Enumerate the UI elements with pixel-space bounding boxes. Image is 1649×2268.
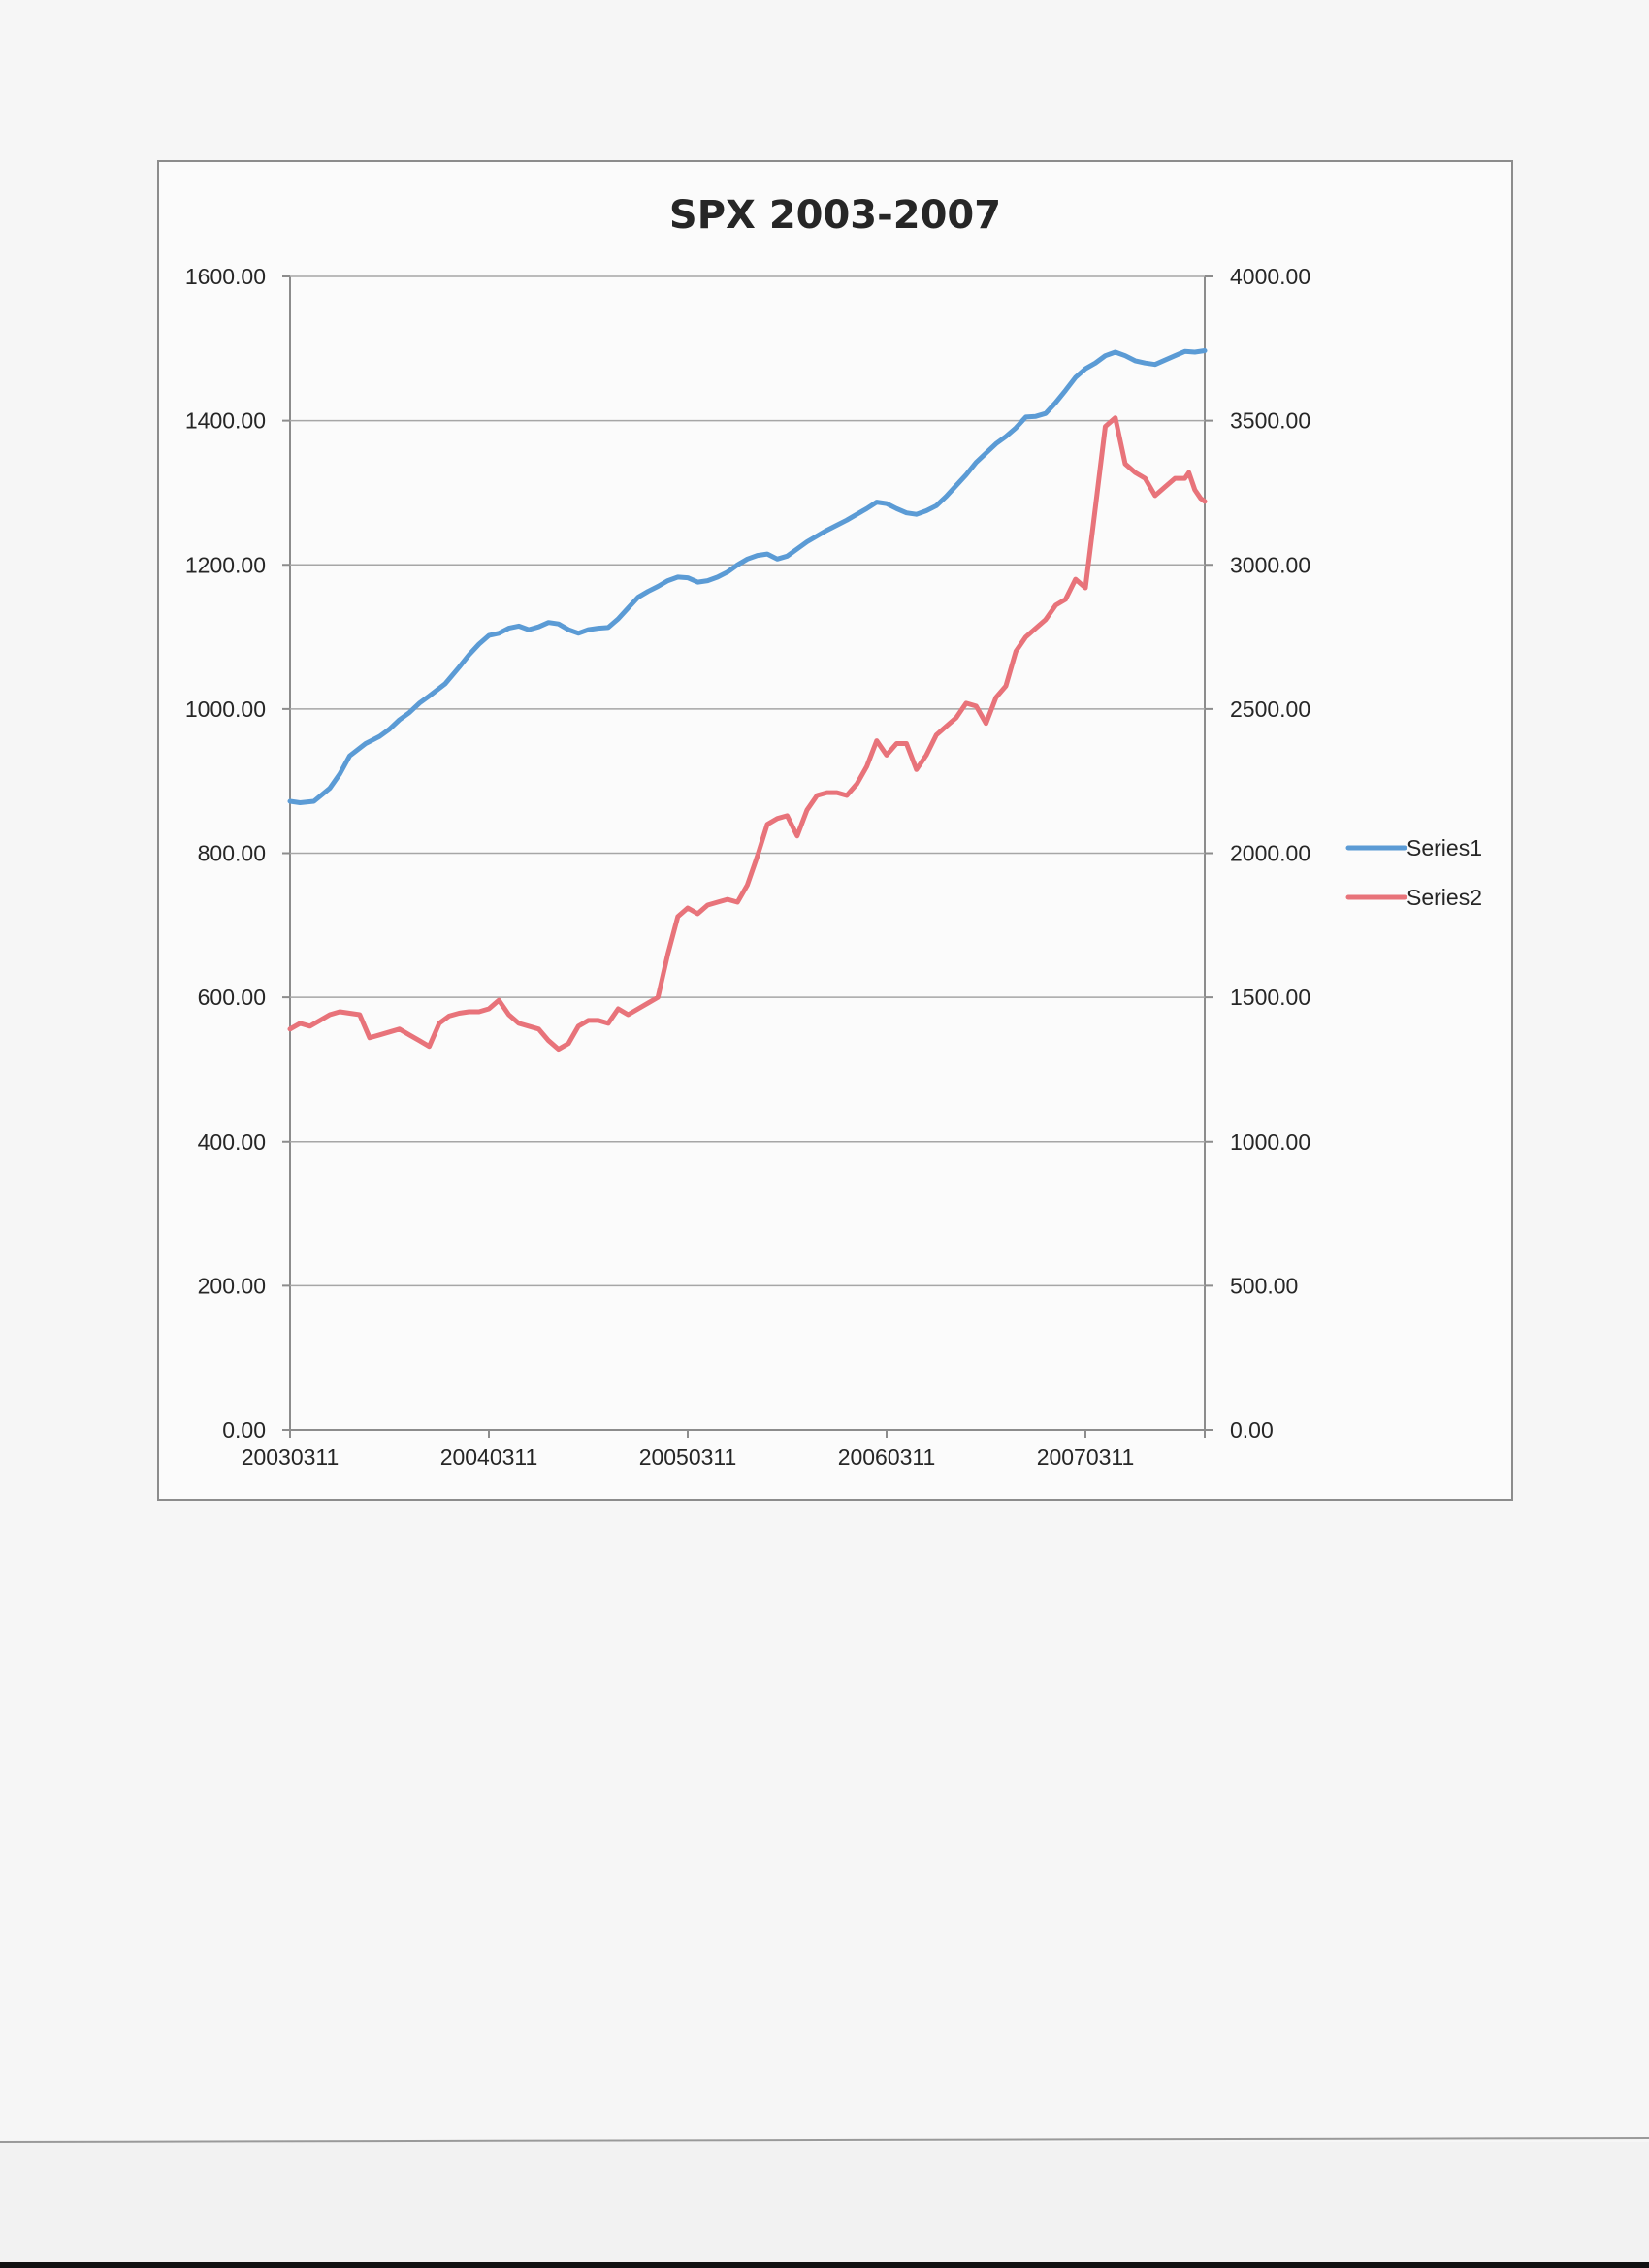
series-line-series2 xyxy=(287,415,1208,1053)
left-tick-label: 1400.00 xyxy=(185,408,266,434)
left-axis-ticks: 0.00 200.00 400.00 600.00 800.00 1000.00 1200.… xyxy=(185,264,290,1442)
chart-area-border xyxy=(157,160,1513,1501)
right-tick-label: 4000.00 xyxy=(1230,264,1310,289)
right-tick-label: 1500.00 xyxy=(1230,985,1310,1010)
legend-label-series1: Series1 xyxy=(1406,835,1482,860)
left-tick-label: 0.00 xyxy=(222,1417,266,1442)
left-tick-label: 1200.00 xyxy=(185,552,266,577)
page-bottom-edge xyxy=(0,2137,1649,2143)
left-tick-label: 1600.00 xyxy=(185,264,266,289)
left-tick-label: 1000.00 xyxy=(185,697,266,722)
legend-label-series2: Series2 xyxy=(1406,885,1482,910)
x-tick-label: 20040311 xyxy=(440,1444,538,1470)
right-tick-label: 3000.00 xyxy=(1230,552,1310,577)
right-tick-label: 0.00 xyxy=(1230,1417,1274,1442)
x-tick-label: 20050311 xyxy=(639,1444,737,1470)
series-layer xyxy=(287,348,1208,1053)
right-tick-label: 3500.00 xyxy=(1230,408,1310,434)
x-tick-label: 20060311 xyxy=(838,1444,936,1470)
right-tick-label: 2500.00 xyxy=(1230,697,1310,722)
right-axis-ticks: 0.00 500.00 1000.00 1500.00 2000.00 2500.00 30… xyxy=(1205,264,1310,1442)
right-tick-label: 500.00 xyxy=(1230,1273,1298,1298)
right-tick-label: 2000.00 xyxy=(1230,841,1310,866)
x-tick-label: 20070311 xyxy=(1037,1444,1135,1470)
gridlines xyxy=(290,275,1205,1287)
x-axis-ticks: 20030311 20040311 20050311 20060311 20070311 xyxy=(242,1430,1206,1470)
page-bottom-shadow xyxy=(0,2262,1649,2268)
left-tick-label: 200.00 xyxy=(198,1273,266,1298)
left-tick-label: 400.00 xyxy=(198,1129,266,1154)
chart-title: SPX 2003-2007 xyxy=(669,193,1001,238)
series-line-series1 xyxy=(287,348,1208,805)
legend: Series1 Series2 xyxy=(1345,835,1482,910)
left-tick-label: 600.00 xyxy=(198,985,266,1010)
page-bottom-strip xyxy=(0,2142,1649,2268)
right-tick-label: 1000.00 xyxy=(1230,1129,1310,1154)
left-tick-label: 800.00 xyxy=(198,841,266,866)
x-tick-label: 20030311 xyxy=(242,1444,340,1470)
